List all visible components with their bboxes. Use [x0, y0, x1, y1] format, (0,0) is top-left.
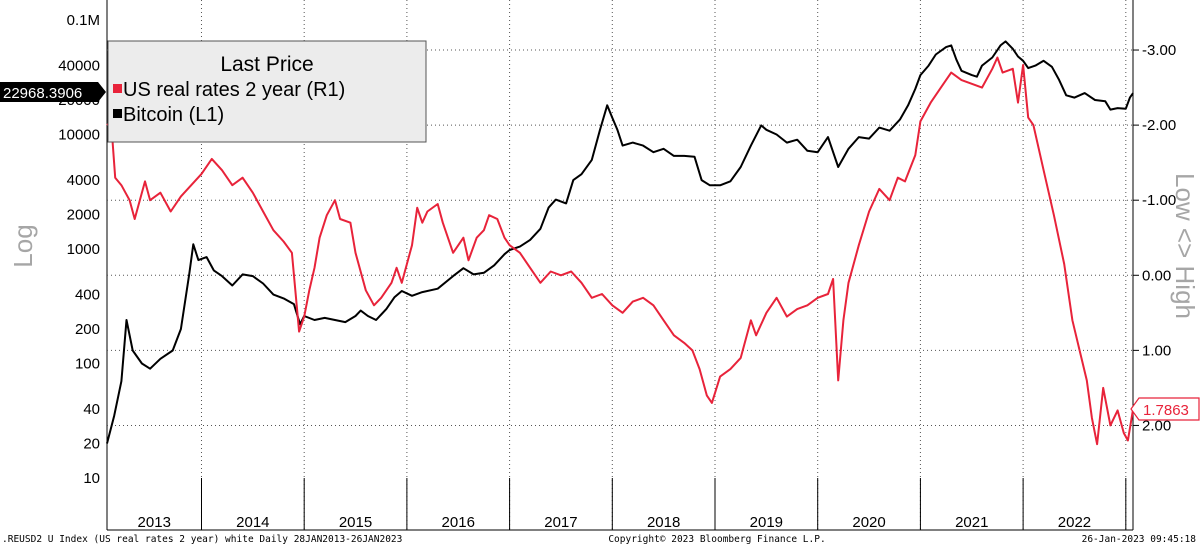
right-tick-label: -3.00 — [1142, 42, 1176, 59]
real-rates-tag-shape — [1130, 397, 1200, 421]
legend-entry-bitcoin: Bitcoin (L1) — [123, 104, 224, 126]
x-tick-label: 2017 — [544, 514, 577, 531]
real-rates-last-price-tag: 1.7863 — [1130, 397, 1200, 421]
legend-entry-real-rates: US real rates 2 year (R1) — [123, 79, 345, 101]
left-tick-label: 40 — [83, 401, 100, 418]
right-tick-label: 1.00 — [1142, 342, 1171, 359]
right-tick-label: -1.00 — [1142, 192, 1176, 209]
legend: Last Price US real rates 2 year (R1) Bit… — [107, 40, 427, 143]
x-tick-label: 2022 — [1058, 514, 1091, 531]
bitcoin-last-price: 22968.3906 — [3, 85, 82, 102]
x-tick-label: 2018 — [647, 514, 680, 531]
x-tick-label: 2015 — [339, 514, 372, 531]
footer-source: .REUSD2 U Index (US real rates 2 year) w… — [2, 534, 402, 545]
left-tick-label: 400 — [75, 287, 100, 304]
left-tick-label: 0.1M — [67, 12, 100, 29]
series-lines — [106, 40, 1134, 446]
x-tick-label: 2021 — [955, 514, 988, 531]
legend-swatch-real-rates — [113, 84, 122, 93]
left-tick-label: 20 — [83, 436, 100, 453]
legend-swatch-bitcoin — [113, 109, 122, 118]
legend-title: Last Price — [220, 53, 313, 76]
x-tick-label: 2016 — [442, 514, 475, 531]
right-tick-label: -2.00 — [1142, 117, 1176, 134]
real-rates-line — [106, 56, 1134, 446]
bitcoin-tag-shape — [0, 82, 106, 102]
x-tick-label: 2020 — [852, 514, 885, 531]
left-tick-label: 200 — [75, 321, 100, 338]
bitcoin-last-price-tag: 22968.3906 — [0, 82, 106, 102]
x-tick-label: 2013 — [138, 514, 171, 531]
right-axis-ticks: -3.00 -2.00 -1.00 0.00 1.00 2.00 — [1142, 42, 1176, 434]
left-tick-label: 1000 — [67, 241, 100, 258]
right-tick-label: 0.00 — [1142, 267, 1171, 284]
real-rates-last-price: 1.7863 — [1143, 402, 1189, 419]
legend-box — [107, 40, 427, 143]
x-tick-label: 2014 — [236, 514, 269, 531]
left-tick-label: 40000 — [58, 58, 100, 75]
bitcoin-line — [106, 40, 1134, 444]
footer-timestamp: 26-Jan-2023 09:45:18 — [1082, 534, 1197, 545]
left-tick-label: 4000 — [67, 172, 100, 189]
right-axis-title: Low <> High — [1170, 173, 1200, 319]
footer-copyright: Copyright© 2023 Bloomberg Finance L.P. — [608, 534, 825, 545]
left-axis-ticks: 0.1M400002000010000400020001000400200100… — [58, 12, 100, 487]
left-tick-label: 2000 — [67, 207, 100, 224]
left-tick-label: 10 — [83, 470, 100, 487]
left-tick-label: 100 — [75, 356, 100, 373]
x-tick-label: 2019 — [750, 514, 783, 531]
left-axis-title: Log — [8, 224, 38, 267]
left-tick-label: 10000 — [58, 127, 100, 144]
x-axis-labels: 2013 2014 2015 2016 2017 2018 2019 2020 2021 2022 — [138, 514, 1092, 531]
right-tick-label: 2.00 — [1142, 417, 1171, 434]
